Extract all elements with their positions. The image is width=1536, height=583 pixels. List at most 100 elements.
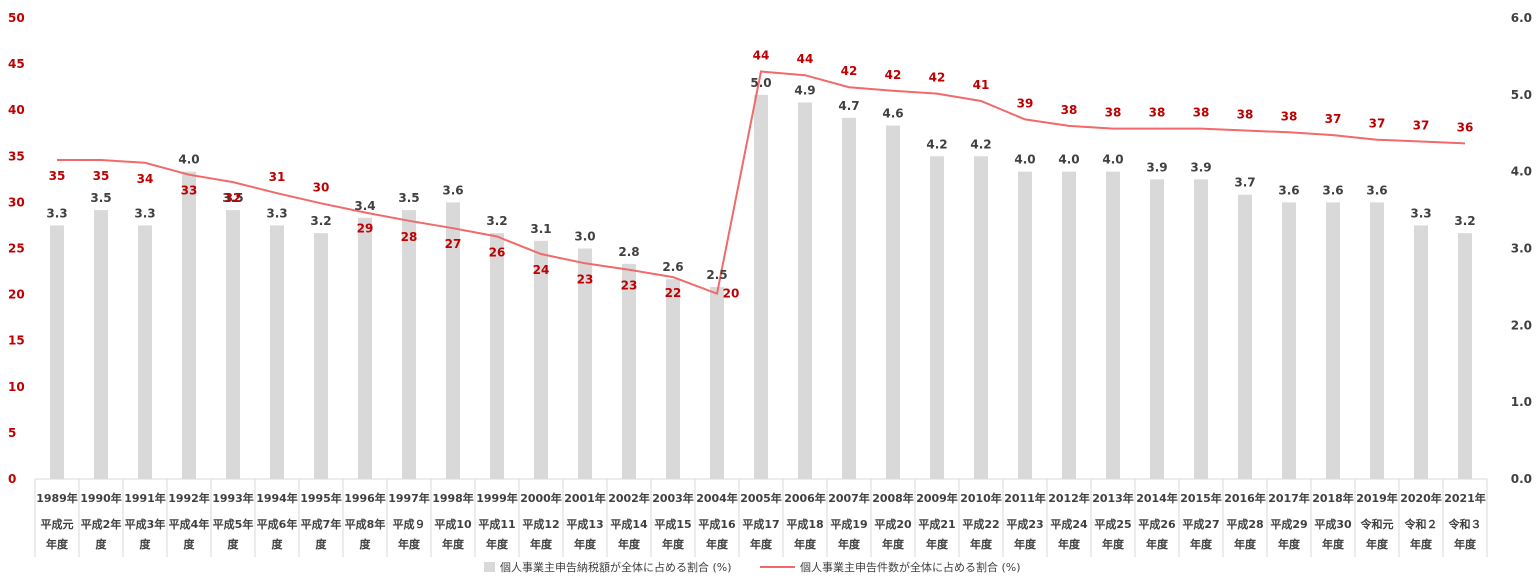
x-category-era-line2: 年度 xyxy=(1278,537,1301,551)
bar xyxy=(710,286,724,479)
y-right-tick-label: 1.0 xyxy=(1511,395,1532,409)
line-data-label: 38 xyxy=(1061,103,1078,117)
x-category-year: 2003年 xyxy=(652,491,694,505)
bar xyxy=(930,156,944,480)
bar-data-label: 2.5 xyxy=(706,268,727,282)
line-data-label: 38 xyxy=(1149,106,1166,120)
bar-data-label: 4.0 xyxy=(178,153,199,167)
line-data-label: 34 xyxy=(137,172,154,186)
x-category-era-line2: 年度 xyxy=(574,537,597,551)
bar xyxy=(490,233,504,479)
x-category-year: 2004年 xyxy=(696,491,738,505)
x-category-era-line1: 平成3年 xyxy=(125,517,166,531)
data-labels: 3.3 3.5 3.3 4.0 3.5 3.3 3.2 3.4 3.5 3.6 3.2 3.1 3.0 2… xyxy=(46,48,1475,300)
line-data-label: 26 xyxy=(489,246,506,260)
line-data-label: 20 xyxy=(723,287,740,301)
y-right-tick-label: 4.0 xyxy=(1511,165,1532,179)
x-category-era-line1: 平成14 xyxy=(610,517,648,531)
line-data-label: 38 xyxy=(1281,109,1298,123)
x-category-year: 2017年 xyxy=(1268,491,1310,505)
bar-data-label: 3.2 xyxy=(486,214,507,228)
x-category-era-line2: 年度 xyxy=(1454,537,1477,551)
bar xyxy=(578,248,592,479)
x-category-year: 1992年 xyxy=(168,491,210,505)
line-data-label: 38 xyxy=(1193,106,1210,120)
y-left-tick-label: 10 xyxy=(8,380,25,394)
line-data-label: 35 xyxy=(49,169,66,183)
bar-data-label: 3.6 xyxy=(1278,183,1299,197)
x-category-era-line1: 平成18 xyxy=(786,517,823,531)
x-category-era-line1: 平成8年 xyxy=(345,517,386,531)
x-category-year: 2011年 xyxy=(1004,491,1046,505)
line-data-label: 37 xyxy=(1369,117,1386,131)
bar xyxy=(1062,171,1076,479)
x-category-era-line1: 平成22 xyxy=(962,517,999,531)
line-data-label: 28 xyxy=(401,230,418,244)
x-category-era-line1: 平成27 xyxy=(1182,517,1219,531)
x-category-year: 2014年 xyxy=(1136,491,1178,505)
line-data-label: 41 xyxy=(973,78,990,92)
bar xyxy=(1326,202,1340,479)
y-right-tick-label: 2.0 xyxy=(1511,318,1532,332)
bar xyxy=(1150,179,1164,479)
line-data-label: 44 xyxy=(797,52,814,66)
line-data-label: 32 xyxy=(225,191,242,205)
x-category-era-line2: 年度 xyxy=(926,537,949,551)
x-category-year: 1991年 xyxy=(124,491,166,505)
y-right-tick-label: 5.0 xyxy=(1511,88,1532,102)
bar xyxy=(1282,202,1296,479)
bar xyxy=(402,210,416,480)
y-left-tick-label: 45 xyxy=(8,57,25,71)
x-category-era-line2: 度 xyxy=(228,537,240,551)
x-category-year: 2013年 xyxy=(1092,491,1134,505)
bar-data-label: 2.8 xyxy=(618,245,639,259)
x-category-era-line2: 度 xyxy=(140,537,152,551)
x-category-era-line2: 年度 xyxy=(662,537,685,551)
line-data-label: 31 xyxy=(269,170,286,184)
bar xyxy=(446,202,460,479)
x-category-era-line1: 平成17 xyxy=(742,517,779,531)
line-data-label: 22 xyxy=(665,286,682,300)
legend-label-bar: 個人事業主申告納税額が全体に占める割合 (%) xyxy=(500,560,732,574)
x-category-year: 2012年 xyxy=(1048,491,1090,505)
axis-ticks: 0 5 10 15 20 25 30 35 40 45 50 0.0 1.0 2.0 3.0 4.0 5.0 6.… xyxy=(8,11,1532,486)
bar xyxy=(974,156,988,480)
x-category-era-line2: 度 xyxy=(272,537,284,551)
x-category-era-line2: 年度 xyxy=(1102,537,1125,551)
x-category-era-line1: 令和２ xyxy=(1404,517,1438,531)
bar xyxy=(50,225,64,479)
x-category-era-line1: 平成15 xyxy=(654,517,691,531)
bar xyxy=(138,225,152,479)
bar-data-label: 2.6 xyxy=(662,260,683,274)
x-category-era-line1: 平成4年 xyxy=(169,517,210,531)
bar-data-label: 3.3 xyxy=(1410,206,1431,220)
x-category-era-line1: 平成12 xyxy=(522,517,559,531)
x-category-era-line2: 年度 xyxy=(706,537,729,551)
bar-data-label: 3.6 xyxy=(442,183,463,197)
bar-data-label: 4.0 xyxy=(1058,153,1079,167)
x-category-era-line1: 平成11 xyxy=(478,517,515,531)
legend-label-line: 個人事業主申告件数が全体に占める割合 (%) xyxy=(800,560,1021,574)
line-data-label: 38 xyxy=(1237,107,1254,121)
bar xyxy=(1018,171,1032,479)
line-data-label: 27 xyxy=(445,237,462,251)
bar xyxy=(798,102,812,480)
x-category-era-line2: 年度 xyxy=(838,537,861,551)
x-category-era-line2: 年度 xyxy=(882,537,905,551)
x-category-era-line1: 平成19 xyxy=(830,517,867,531)
x-category-era-line1: 平成25 xyxy=(1094,517,1131,531)
bar-data-label: 3.6 xyxy=(1366,183,1387,197)
bar xyxy=(182,171,196,479)
x-category-era-line2: 年度 xyxy=(1014,537,1037,551)
x-category-year: 2018年 xyxy=(1312,491,1354,505)
x-category-year: 2020年 xyxy=(1400,491,1442,505)
x-category-year: 2008年 xyxy=(872,491,914,505)
bar-data-label: 4.2 xyxy=(926,137,947,151)
x-category-era-line2: 年度 xyxy=(486,537,509,551)
bar xyxy=(270,225,284,479)
x-category-era-line1: 平成10 xyxy=(434,517,472,531)
bar-data-label: 4.0 xyxy=(1014,153,1035,167)
y-left-tick-label: 30 xyxy=(8,195,25,209)
line-data-label: 42 xyxy=(841,64,858,78)
x-category-year: 2002年 xyxy=(608,491,650,505)
